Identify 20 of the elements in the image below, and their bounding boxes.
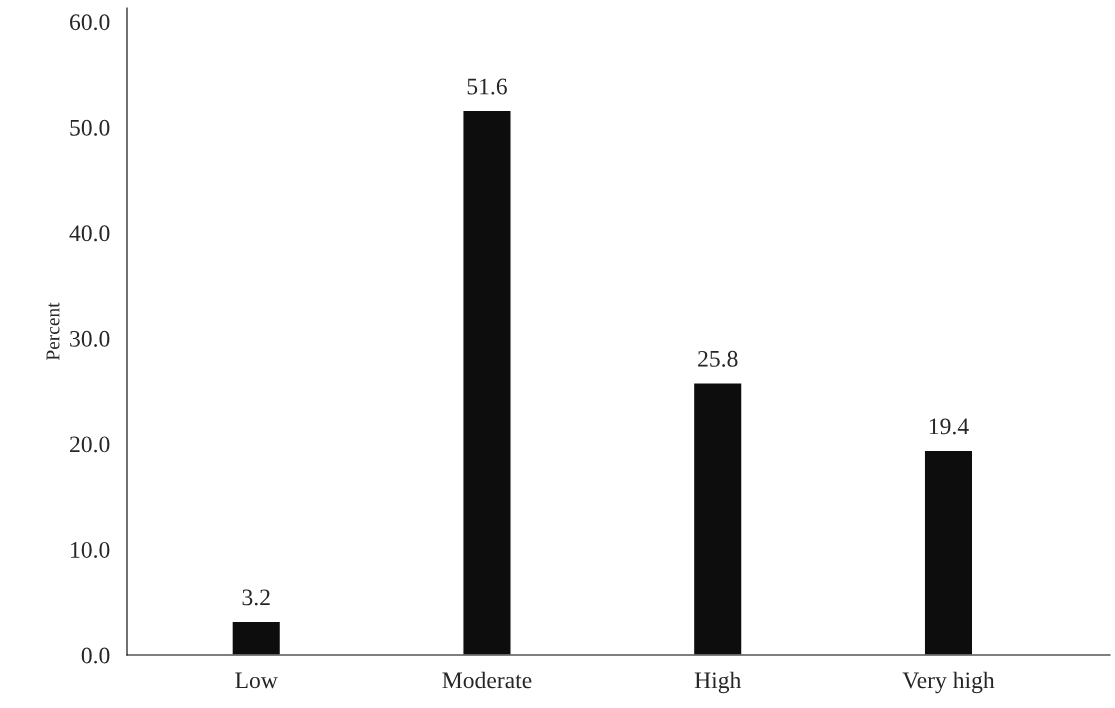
y-tick-label: 50.0	[70, 119, 110, 136]
y-tick-label: 20.0	[70, 436, 110, 453]
x-tick-label: Very high	[902, 671, 995, 694]
bar	[923, 449, 974, 655]
y-axis-title: Percent	[46, 302, 60, 361]
data-label: 19.4	[929, 418, 969, 435]
data-label: 3.2	[242, 589, 270, 606]
data-label: 51.6	[467, 78, 507, 95]
y-tick-label: 0.0	[81, 647, 110, 664]
x-tick-label: Moderate	[442, 671, 532, 689]
y-tick-label: 40.0	[69, 225, 110, 242]
y-tick-label: 30.0	[70, 330, 110, 347]
bar	[231, 620, 282, 655]
y-tick-label: 10.0	[71, 541, 110, 558]
bar	[462, 109, 512, 655]
x-tick-label: Low	[235, 672, 278, 689]
x-tick-label: High	[694, 671, 742, 694]
data-label: 25.8	[698, 350, 738, 367]
bar	[692, 381, 743, 655]
y-tick-label: 60.0	[70, 14, 110, 31]
